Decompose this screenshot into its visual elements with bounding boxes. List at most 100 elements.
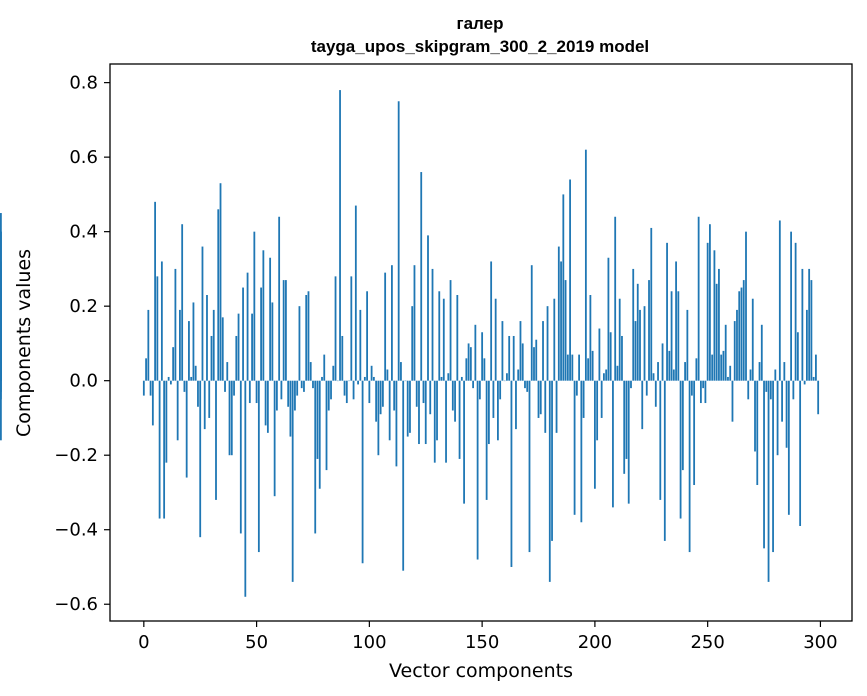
bar-71: [303, 380, 305, 392]
bar-241: [686, 309, 689, 381]
bar-48: [251, 313, 253, 381]
bar-237: [677, 291, 680, 381]
bar-58: [273, 380, 276, 497]
bar-38: [228, 380, 231, 456]
bar-23: [194, 365, 197, 381]
bar-105: [379, 380, 382, 415]
bar-247: [699, 380, 702, 404]
bar-147: [474, 324, 477, 381]
bar-67: [294, 380, 296, 411]
bar-94: [354, 205, 357, 381]
bar-44: [242, 287, 244, 381]
bar-49: [253, 231, 256, 381]
bar-213: [623, 380, 626, 474]
x-tick-label: 100: [352, 632, 386, 653]
y-tick-label: 0.0: [69, 371, 98, 392]
bar-208: [612, 380, 614, 508]
bar-251: [709, 224, 711, 381]
bar-271: [754, 380, 756, 452]
bar-136: [449, 280, 452, 381]
bar-196: [584, 149, 587, 381]
bar-155: [492, 380, 495, 418]
bar-154: [490, 261, 493, 381]
bar-40: [233, 380, 235, 396]
bar-294: [805, 309, 808, 381]
bar-181: [551, 380, 553, 541]
bar-195: [582, 380, 585, 418]
bar-41: [235, 335, 238, 381]
bar-212: [621, 335, 623, 381]
bar-169: [524, 380, 526, 389]
x-axis: 0 50 100 150 200 250 300: [138, 621, 838, 653]
bar-95: [357, 380, 359, 385]
bar-146: [472, 380, 474, 389]
bar-296: [810, 280, 813, 381]
bar-180: [548, 380, 551, 582]
bar-203: [600, 380, 603, 418]
bar-undefined: [0, 362, 2, 381]
bar-30: [210, 335, 213, 381]
bar-183: [555, 380, 558, 433]
bar-77: [316, 380, 319, 459]
bar-118: [409, 380, 411, 433]
bar-289: [794, 242, 797, 381]
bar-78: [318, 380, 321, 489]
bar-277: [767, 380, 770, 582]
bar-0: [142, 380, 145, 396]
bar-268: [747, 380, 750, 400]
bar-297: [812, 376, 815, 381]
bar-156: [494, 298, 497, 381]
bar-231: [663, 380, 666, 541]
bar-201: [596, 380, 599, 441]
bar-153: [487, 380, 490, 445]
bar-45: [244, 380, 247, 597]
x-tick-label: 250: [690, 632, 724, 653]
bar-295: [808, 268, 811, 381]
bar-215: [627, 380, 630, 504]
bar-115: [402, 380, 405, 571]
y-tick-label: 0.8: [69, 73, 98, 94]
bar-25: [199, 380, 202, 538]
bar-126: [427, 235, 429, 381]
bar-54: [264, 380, 267, 426]
y-tick-label: 0.6: [69, 147, 98, 168]
bar-236: [675, 261, 677, 381]
bar-151: [483, 358, 486, 381]
bar-70: [300, 380, 303, 389]
bar-72: [305, 295, 308, 381]
bar-149: [478, 380, 481, 400]
bar-177: [542, 321, 544, 381]
bar-79: [321, 376, 323, 381]
bar-85: [334, 276, 337, 381]
bar-152: [485, 380, 488, 500]
y-tick-label: −0.6: [54, 594, 98, 615]
bar-165: [515, 380, 517, 430]
bar-140: [458, 380, 461, 459]
bar-226: [652, 373, 655, 381]
bar-286: [787, 380, 790, 515]
bar-31: [212, 309, 215, 381]
bar-256: [720, 354, 723, 381]
bar-199: [591, 350, 594, 381]
bar-234: [670, 291, 673, 381]
bar-1: [145, 358, 147, 381]
bar-117: [406, 380, 409, 437]
bar-53: [262, 250, 265, 381]
bar-205: [605, 369, 608, 381]
bar-50: [255, 380, 258, 404]
bar-290: [796, 332, 799, 381]
bar-76: [314, 380, 317, 534]
bar-230: [661, 343, 664, 381]
bar-293: [803, 380, 806, 385]
bar-161: [506, 373, 508, 381]
bar-170: [526, 380, 529, 392]
bar-235: [672, 369, 675, 381]
bar-254: [715, 283, 718, 381]
bar-11: [167, 376, 170, 381]
bar-288: [792, 380, 795, 400]
bar-198: [589, 295, 592, 381]
bar-227: [654, 380, 657, 407]
bar-262: [733, 321, 736, 381]
bar-207: [609, 332, 612, 381]
bar-210: [616, 365, 619, 381]
